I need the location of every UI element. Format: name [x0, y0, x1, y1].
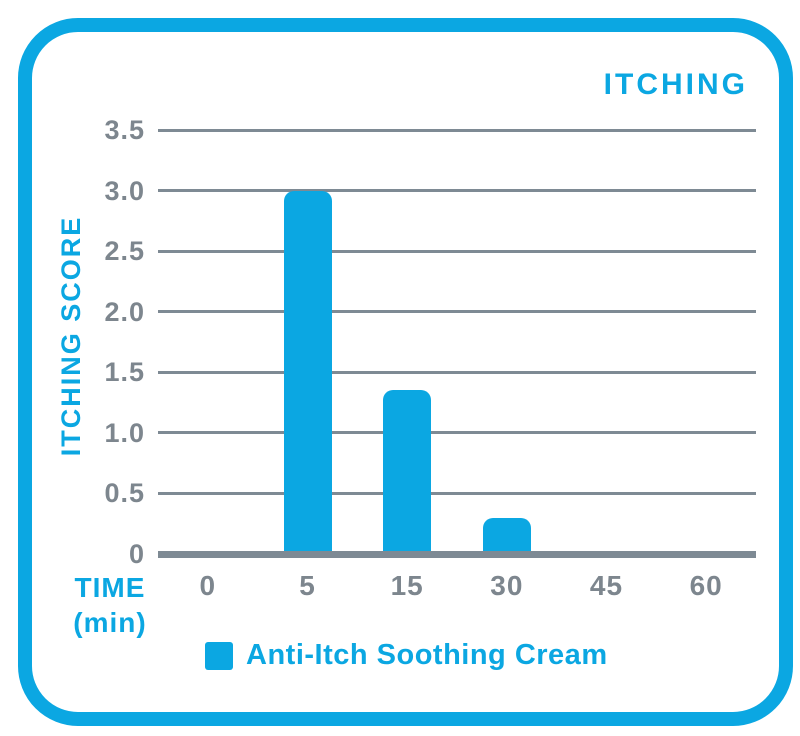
x-tick-label: 45 [589, 570, 624, 601]
bar-15min [383, 390, 432, 554]
chart-title: ITCHING [603, 68, 748, 101]
x-axis-title: TIME (min) [58, 570, 162, 640]
bar-5min [283, 190, 332, 554]
gridline [158, 491, 756, 495]
y-tick-label: 3.0 [104, 175, 145, 206]
gridline [158, 249, 756, 253]
x-tick-label: 60 [689, 570, 723, 601]
y-tick-label: 2.5 [104, 236, 145, 267]
x-tick-label: 15 [390, 570, 424, 601]
x-axis-title-line1: TIME [74, 572, 146, 603]
y-tick-label: 0.5 [104, 478, 145, 509]
y-tick-label: 3.5 [104, 115, 145, 145]
gridline [158, 128, 756, 132]
x-tick-label: 0 [199, 570, 217, 601]
y-tick-label: 2.0 [104, 296, 145, 327]
x-tick-label: 5 [299, 570, 316, 601]
gridline [158, 431, 756, 435]
y-tick-label: 0 [128, 539, 145, 569]
legend: Anti-Itch Soothing Cream [205, 639, 608, 672]
bar-30min [482, 517, 531, 554]
x-axis-title-line2: (min) [73, 607, 147, 638]
gridline [158, 370, 756, 374]
legend-swatch-icon [205, 641, 233, 670]
y-tick-label: 1.5 [104, 357, 145, 388]
gridline [158, 189, 756, 193]
gridline [158, 310, 756, 314]
plot-area [158, 128, 756, 558]
x-axis-line [158, 550, 756, 558]
legend-label: Anti-Itch Soothing Cream [246, 639, 608, 671]
x-tick-label: 30 [490, 570, 524, 601]
y-tick-label: 1.0 [104, 417, 145, 448]
